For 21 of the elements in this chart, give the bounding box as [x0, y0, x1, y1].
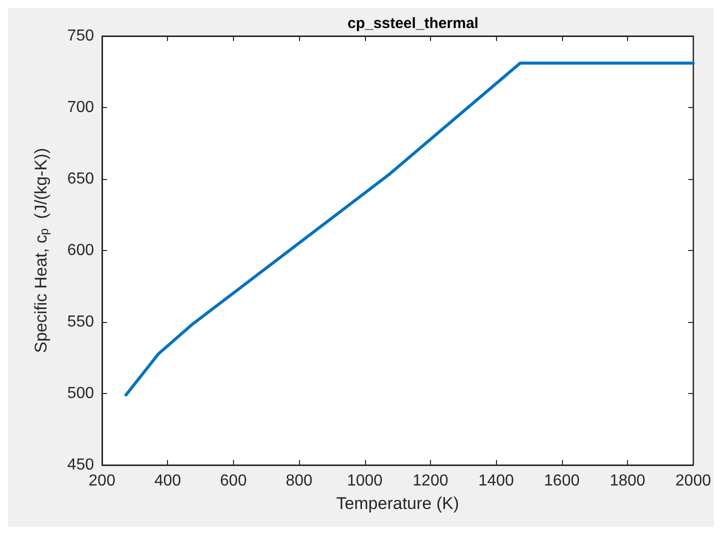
- y-tick-label: 550: [67, 314, 94, 330]
- x-tick-label: 800: [286, 472, 313, 490]
- x-tick-label: 1400: [478, 472, 514, 490]
- y-tick-label: 650: [67, 170, 94, 188]
- y-tick-label: 600: [67, 242, 94, 259]
- y-tick-label: 700: [67, 99, 94, 116]
- x-axis-title: Temperature (K): [336, 494, 460, 513]
- x-tick-label: 1800: [610, 472, 646, 490]
- x-tick-label: 2000: [675, 472, 712, 490]
- x-tick-label: 1200: [412, 472, 448, 490]
- x-tick-label: 1600: [544, 472, 580, 490]
- y-axis-title: Specific Heat, cp (J/(kg-K)): [32, 148, 51, 354]
- x-tick-label: 400: [154, 472, 182, 490]
- chart-title: cp_ssteel_thermal: [348, 15, 478, 32]
- x-tick-label: 1000: [346, 472, 383, 490]
- x-tick-label: 600: [220, 472, 247, 490]
- line-series: [124, 62, 695, 396]
- y-tick-label: 500: [67, 385, 94, 402]
- y-tick-label: 750: [67, 28, 94, 44]
- y-tick-label: 450: [67, 456, 94, 474]
- x-tick-label: 200: [88, 472, 116, 490]
